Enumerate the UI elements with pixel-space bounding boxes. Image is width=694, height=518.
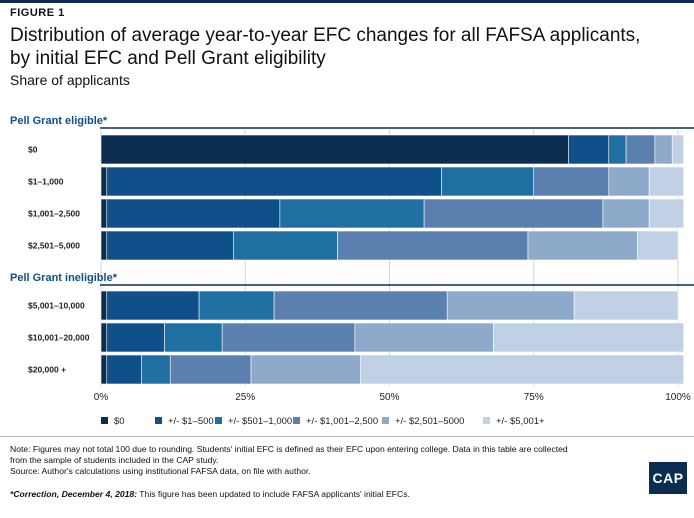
- bar-segment: [423, 198, 604, 229]
- bar-segment: [106, 322, 165, 353]
- chart-title-line-1: Distribution of average year-to-year EFC…: [10, 25, 641, 46]
- legend-label: +/- $1–500: [168, 416, 214, 427]
- bar-segment: [169, 354, 252, 385]
- chart-title: Distribution of average year-to-year EFC…: [10, 24, 690, 70]
- legend-swatch: [483, 417, 490, 424]
- bar-segment: [671, 134, 685, 165]
- legend-label: +/- $5,001+: [496, 416, 545, 427]
- bar-segment: [106, 198, 281, 229]
- bar-segment: [527, 230, 638, 261]
- x-tick-label: 100%: [665, 392, 691, 403]
- bar-segment: [164, 322, 223, 353]
- bar-segment: [273, 290, 448, 321]
- top-rule: [0, 0, 694, 3]
- legend-label: +/- $501–1,000: [228, 416, 292, 427]
- bar-segment: [198, 290, 275, 321]
- legend-swatch: [101, 417, 108, 424]
- note-line-2: from the sample of students included in …: [10, 455, 219, 465]
- chart-notes: Note: Figures may not total 100 due to r…: [10, 444, 630, 477]
- legend-swatch: [155, 417, 162, 424]
- bar-segment: [279, 198, 425, 229]
- bar-segment: [441, 166, 535, 197]
- legend-swatch: [382, 417, 389, 424]
- bar-segment: [100, 322, 108, 353]
- bar-segment: [106, 230, 235, 261]
- legend-label: $0: [114, 416, 125, 427]
- bar-segment: [637, 230, 679, 261]
- group-label: Pell Grant eligible*: [10, 115, 108, 127]
- bar-segment: [106, 166, 442, 197]
- chart-subtitle: Share of applicants: [10, 72, 130, 88]
- bar-segment: [100, 166, 108, 197]
- category-label: $1–1,000: [28, 177, 64, 187]
- bar-segment: [100, 290, 108, 321]
- category-label: $5,001–10,000: [28, 301, 85, 311]
- bar-segment: [648, 198, 685, 229]
- legend-label: +/- $1,001–2,500: [306, 416, 378, 427]
- correction-note: *Correction, December 4, 2018: This figu…: [10, 489, 630, 499]
- category-label: $20,000 +: [28, 365, 66, 375]
- bar-segment: [100, 134, 569, 165]
- correction-label: *Correction, December 4, 2018:: [10, 489, 138, 499]
- bar-segment: [354, 322, 494, 353]
- category-label: $0: [28, 145, 38, 155]
- bar-segment: [100, 354, 108, 385]
- bar-segment: [221, 322, 356, 353]
- bar-segment: [608, 134, 627, 165]
- bar-segment: [141, 354, 171, 385]
- bar-segment: [654, 134, 673, 165]
- x-tick-label: 25%: [235, 392, 255, 403]
- bar-segment: [602, 198, 650, 229]
- figure-label: FIGURE 1: [10, 7, 65, 19]
- legend-swatch: [293, 417, 300, 424]
- bar-segment: [573, 290, 679, 321]
- legend-swatch: [215, 417, 222, 424]
- group-label: Pell Grant ineligible*: [10, 272, 118, 284]
- bar-segment: [648, 166, 685, 197]
- category-label: $2,501–5,000: [28, 241, 80, 251]
- correction-text: This figure has been updated to include …: [137, 489, 410, 499]
- bar-segment: [106, 354, 142, 385]
- cap-logo: CAP: [649, 462, 687, 494]
- note-line-1: Note: Figures may not total 100 due to r…: [10, 444, 568, 454]
- bar-segment: [250, 354, 361, 385]
- legend-label: +/- $2,501–5000: [395, 416, 464, 427]
- bar-segment: [533, 166, 610, 197]
- divider: [0, 436, 694, 437]
- x-tick-label: 0%: [94, 392, 109, 403]
- x-tick-label: 50%: [379, 392, 399, 403]
- bar-segment: [106, 290, 200, 321]
- stacked-bar-chart: Pell Grant eligible* $0 $1–1,000 $1,001–2,5…: [10, 115, 694, 427]
- bar-segment: [608, 166, 650, 197]
- bar-segment: [625, 134, 656, 165]
- bar-segment: [100, 230, 108, 261]
- source-line: Source: Author's calculations using inst…: [10, 466, 311, 476]
- bar-segment: [493, 322, 685, 353]
- category-label: $1,001–2,500: [28, 209, 80, 219]
- bar-segment: [337, 230, 529, 261]
- x-tick-label: 75%: [524, 392, 544, 403]
- bar-segment: [568, 134, 610, 165]
- bar-segment: [100, 198, 108, 229]
- bar-segment: [360, 354, 685, 385]
- bar-segment: [233, 230, 338, 261]
- category-label: $10,001–20,000: [28, 333, 90, 343]
- bar-segment: [446, 290, 575, 321]
- chart-title-line-2: by initial EFC and Pell Grant eligibilit…: [10, 48, 326, 69]
